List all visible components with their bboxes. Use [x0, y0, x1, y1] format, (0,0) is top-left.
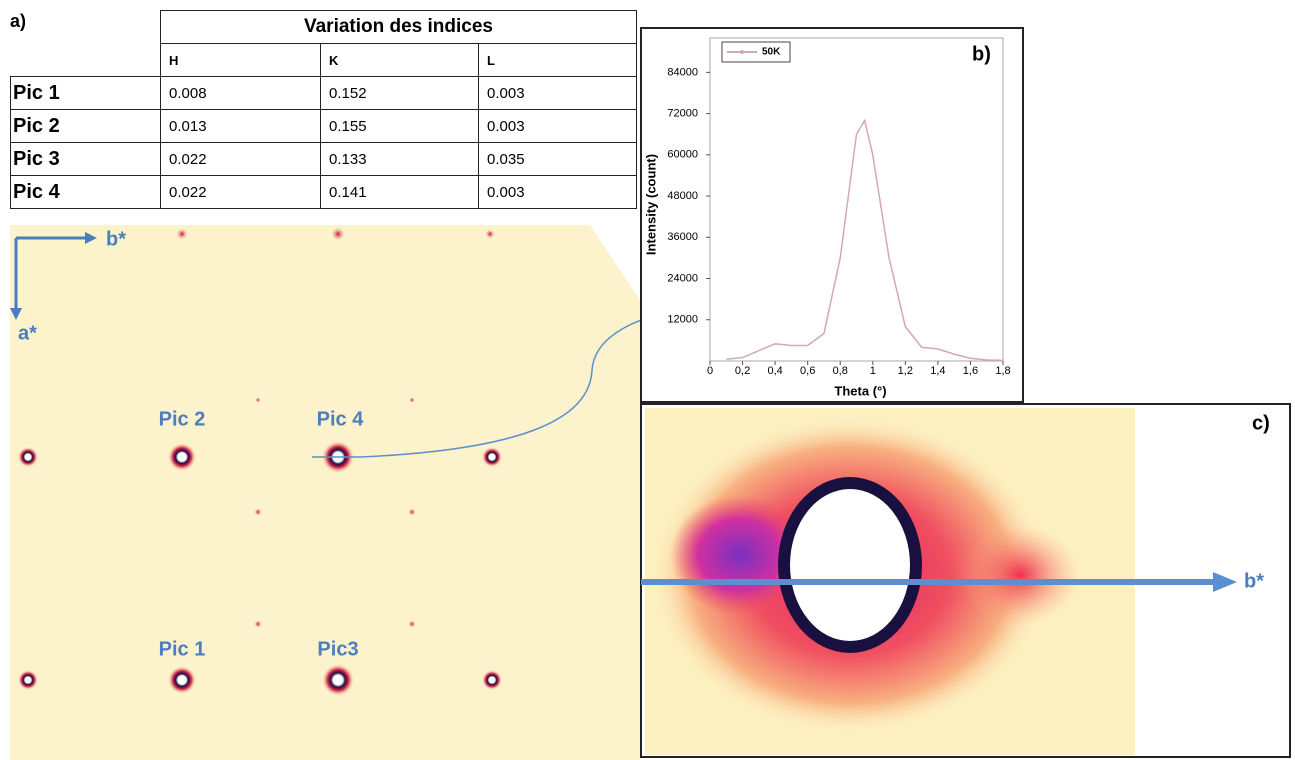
y-tick-label: 72000	[667, 108, 698, 120]
table: Variation des indices H K L Pic 1 0.008 0.152 0…	[10, 10, 637, 209]
peak-label: Pic3	[317, 638, 358, 660]
table-cell: 0.155	[320, 109, 479, 143]
x-tick-label: 0,8	[833, 365, 848, 377]
spots	[18, 227, 502, 696]
empty-cell	[11, 11, 161, 44]
x-tick-label: 0,4	[767, 365, 782, 377]
y-tick-label: 24000	[667, 272, 698, 284]
axis-label: a*	[18, 322, 37, 344]
y-tick-label: 84000	[667, 66, 698, 78]
y-tick-label: 12000	[667, 314, 698, 326]
axis-label: b*	[1244, 570, 1264, 592]
table-cell: 0.022	[160, 142, 321, 176]
table-cell: 0.003	[478, 109, 637, 143]
plot-area	[709, 37, 1004, 362]
column-header: L	[478, 43, 637, 77]
diffraction-image	[10, 225, 640, 760]
x-tick-label: 0,2	[735, 365, 750, 377]
table-row: Pic 4 0.022 0.141 0.003	[10, 175, 637, 209]
x-tick-label: 1,6	[963, 365, 978, 377]
table-cell: 0.003	[478, 175, 637, 209]
empty-cell	[10, 43, 161, 77]
table-cell: 0.141	[320, 175, 479, 209]
x-tick-label: 1	[870, 365, 876, 377]
row-header: Pic 3	[10, 142, 161, 176]
peak-label: Pic 4	[317, 408, 365, 430]
peak-label: Pic 1	[159, 638, 206, 660]
y-tick-label: 60000	[667, 149, 698, 161]
table-row: Pic 1 0.008 0.152 0.003	[10, 76, 637, 110]
table-row: Variation des indices	[11, 10, 637, 44]
x-tick-label: 1,8	[995, 365, 1010, 377]
x-tick-label: 0	[707, 365, 713, 377]
table-cell: 0.022	[160, 175, 321, 209]
column-header: H	[160, 43, 321, 77]
axis-label: b*	[106, 228, 126, 250]
panel-label: b)	[972, 43, 991, 65]
table-title: Variation des indices	[160, 10, 637, 44]
axis-arrows	[10, 232, 97, 320]
table-cell: 0.035	[478, 142, 637, 176]
table-cell: 0.008	[160, 76, 321, 110]
peak-label: Pic 2	[159, 408, 206, 430]
chart: 0 0,2 0,4 0,6 0,8 1 1,2 1,4 1,6 1,8 12000 24000 3600…	[643, 37, 1011, 398]
row-header: Pic 1	[10, 76, 161, 110]
row-header: Pic 4	[10, 175, 161, 209]
panel-label: a)	[10, 11, 26, 31]
table-cell: 0.013	[160, 109, 321, 143]
x-tick-label: 1,2	[898, 365, 913, 377]
line	[726, 118, 1004, 362]
y-tick-label: 48000	[667, 190, 698, 202]
axis-arrow-head	[1213, 572, 1237, 592]
legend-label: 50K	[762, 47, 781, 58]
chart-frame	[640, 27, 1024, 403]
table-cell: 0.152	[320, 76, 479, 110]
x-tick-label: 1,4	[930, 365, 945, 377]
table-row: Pic 3 0.022 0.133 0.035	[10, 142, 637, 176]
column-header: K	[320, 43, 479, 77]
legend-marker	[740, 50, 744, 54]
table-row: Pic 2 0.013 0.155 0.003	[10, 109, 637, 143]
table-cell: 0.003	[478, 76, 637, 110]
x-axis-label: Theta (°)	[834, 383, 886, 398]
y-tick-label: 36000	[667, 231, 698, 243]
table-cell: 0.133	[320, 142, 479, 176]
panel-label: c)	[1252, 412, 1270, 434]
row-header: Pic 2	[10, 109, 161, 143]
zoom-image	[645, 408, 1135, 755]
x-tick-label: 0,6	[800, 365, 815, 377]
y-axis-label: Intensity (count)	[643, 154, 658, 255]
